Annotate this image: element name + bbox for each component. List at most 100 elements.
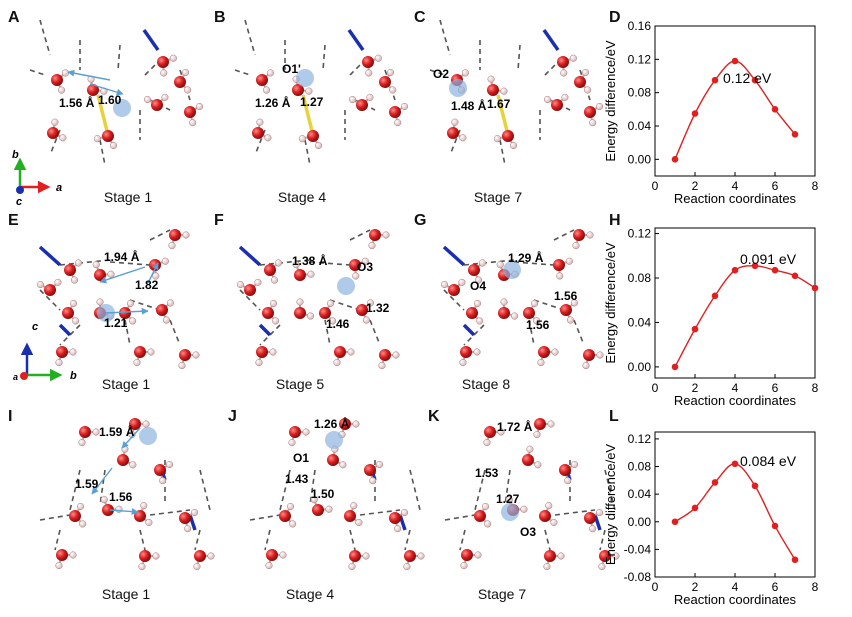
hydrogen-bond [69,469,81,511]
hydrogen-atom [366,93,374,101]
hydrogen-atom [159,477,167,485]
oxygen-atom [487,84,499,96]
panel-letter-f: F [214,212,224,229]
hydrogen-atom [189,119,197,127]
axis-b-label: b [12,149,19,161]
oxygen-atom [349,259,361,271]
oxygen-atom [573,229,585,241]
panel-letter-h: H [609,212,621,229]
hydrogen-atom [347,348,355,356]
hydrogen-bond [239,289,261,311]
hydrogen-atom [350,502,358,510]
hydrogen-atom [375,460,384,469]
stage-label-f: Stage 5 [275,376,325,392]
bond-label: 1.67 [487,97,511,111]
atom-label: O3 [520,525,536,539]
water-cluster [429,19,604,166]
hydrogen-bond [99,139,106,166]
oxygen-atom [522,454,534,466]
hydrogen-bond [109,261,151,266]
water-cluster [39,418,215,571]
oxygen-atom [256,74,268,86]
hydrogen-atom [269,299,278,308]
water-cluster [29,19,204,166]
hydrogen-atom [262,86,271,94]
hydrogen-atom [57,86,66,94]
hydrogen-atom [584,86,592,94]
oxygen-atom [51,74,63,86]
hydrogen-atom [440,280,449,289]
panel-letter-k: K [428,408,440,425]
hydrogen-atom [190,508,199,517]
oxygen-atom [264,264,276,276]
transfer-arrow [91,467,113,495]
hydrogen-atom [400,508,409,517]
axis-c-label-mid: c [32,321,38,333]
oxygen-atom [194,550,206,562]
oxygen-atom [484,426,496,438]
hydrogen-atom [193,563,201,571]
hydrogen-atom [55,562,63,570]
hydrogen-bond [59,324,81,346]
hydrogen-atom [458,278,466,286]
water-cluster [234,19,409,166]
water-cluster [236,229,400,370]
hydrogen-atom [511,312,519,320]
transfer-arrow [147,262,159,284]
hydrogen-atom [292,261,300,269]
hydrogen-atom [264,134,272,142]
hydrogen-atom [269,348,277,356]
water-cluster [36,229,200,370]
bond-label: 1.38 Å [292,253,328,268]
hydrogen-atom [55,359,63,367]
hydrogen-atom [534,461,542,469]
hydrogen-atom [184,86,192,94]
atom-label: O3 [357,260,373,274]
hydrogen-atom [505,496,513,504]
hydrogen-atom [533,431,541,439]
oxygen-atom [498,307,510,319]
hydrogen-bond [474,469,486,511]
hydrogen-atom [207,552,215,560]
highlight-circle [503,261,521,279]
hydrogen-atom [72,317,80,325]
water-cluster [444,418,620,571]
hydrogen-atom [69,551,77,559]
oxygen-atom [56,549,68,561]
hydrogen-bond [528,319,535,346]
hydrogen-atom [557,552,565,560]
hydrogen-atom [551,348,559,356]
oxygen-atom [379,76,391,88]
oxygen-atom [460,346,472,358]
hydrogen-atom [547,420,555,428]
hydrogen-atom [400,102,409,111]
hydrogen-atom [348,95,357,104]
oxygen-atom [404,550,416,562]
oxygen-atom [534,418,546,430]
hydrogen-atom [500,298,508,306]
oxygen-atom [539,510,551,522]
hydrogen-atom [100,496,108,504]
hydrogen-atom [572,242,580,250]
hydrogen-atom [314,141,323,150]
oxygen-atom [560,304,572,316]
hydrogen-bond [244,19,256,56]
hydrogen-bond [429,69,446,76]
oxygen-atom [448,284,460,296]
hydrogen-atom [181,68,190,77]
hydrogen-atom [129,317,137,325]
hydrogen-atom [182,231,190,239]
hydrogen-atom [550,518,558,527]
bond-label: 1.32 [366,301,390,315]
highlight-circle [296,69,314,87]
hydrogen-atom [537,359,545,367]
blue-bond [347,28,365,52]
bond-label: 1.21 [104,316,128,330]
hydrogen-atom [147,348,155,356]
hydrogen-atom [361,257,369,265]
stage-label-g: Stage 8 [461,376,511,392]
hydrogen-bond [329,299,361,311]
yellow-bond [301,94,315,136]
yellow-bond [496,94,510,136]
hydrogen-bond [349,59,366,76]
